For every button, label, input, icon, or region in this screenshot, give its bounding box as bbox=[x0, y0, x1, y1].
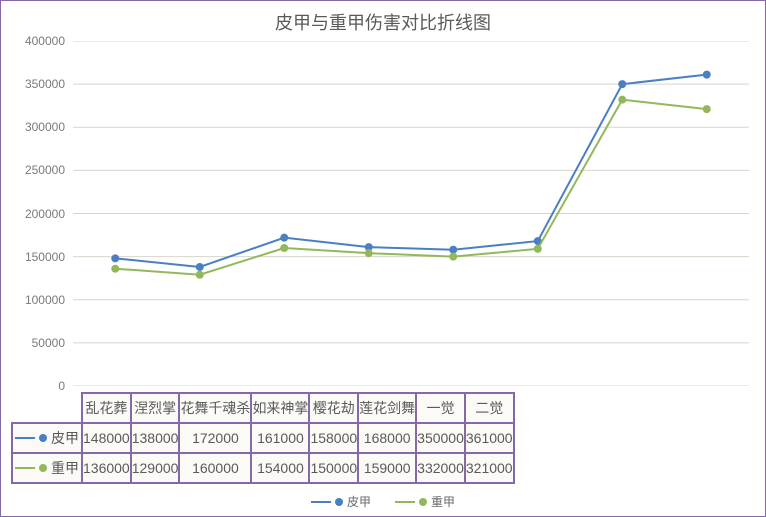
table-cell: 158000 bbox=[309, 423, 358, 453]
legend-line-icon bbox=[311, 501, 331, 503]
table-cell: 150000 bbox=[309, 453, 358, 483]
table-cell: 138000 bbox=[131, 423, 180, 453]
plot-svg bbox=[73, 41, 749, 386]
y-tick-label: 0 bbox=[1, 379, 65, 393]
table-cell: 168000 bbox=[358, 423, 416, 453]
table-cell: 361000 bbox=[465, 423, 514, 453]
table-cell: 148000 bbox=[82, 423, 131, 453]
table-corner bbox=[12, 393, 82, 423]
chart-title: 皮甲与重甲伤害对比折线图 bbox=[1, 1, 765, 35]
y-tick-label: 150000 bbox=[1, 250, 65, 264]
y-tick-label: 400000 bbox=[1, 34, 65, 48]
table-cell: 154000 bbox=[251, 453, 309, 483]
table-cell: 172000 bbox=[179, 423, 251, 453]
table-cell: 160000 bbox=[179, 453, 251, 483]
table-header: 涅烈掌 bbox=[131, 393, 180, 423]
legend-dot-icon bbox=[419, 498, 427, 506]
plot-area bbox=[73, 41, 749, 386]
data-table: 乱花葬涅烈掌花舞千魂杀如来神掌樱花劫莲花剑舞一觉二觉 皮甲14800013800… bbox=[11, 392, 515, 484]
table-header: 莲花剑舞 bbox=[358, 393, 416, 423]
table-header: 乱花葬 bbox=[82, 393, 131, 423]
table-cell: 321000 bbox=[465, 453, 514, 483]
table-header: 樱花劫 bbox=[309, 393, 358, 423]
table-row-head: 重甲 bbox=[12, 453, 82, 483]
table-row-series-0: 皮甲14800013800017200016100015800016800035… bbox=[12, 423, 514, 453]
legend-dot-icon bbox=[335, 498, 343, 506]
legend-label-1: 重甲 bbox=[431, 493, 455, 510]
y-tick-label: 200000 bbox=[1, 207, 65, 221]
table-cell: 129000 bbox=[131, 453, 180, 483]
table-header: 一觉 bbox=[416, 393, 465, 423]
legend: 皮甲 重甲 bbox=[1, 493, 765, 510]
y-tick-label: 50000 bbox=[1, 336, 65, 350]
table-header: 如来神掌 bbox=[251, 393, 309, 423]
legend-label-0: 皮甲 bbox=[347, 493, 371, 510]
y-tick-label: 350000 bbox=[1, 77, 65, 91]
y-tick-label: 250000 bbox=[1, 163, 65, 177]
table-cell: 136000 bbox=[82, 453, 131, 483]
table-cell: 159000 bbox=[358, 453, 416, 483]
legend-item-0: 皮甲 bbox=[311, 493, 371, 510]
legend-item-1: 重甲 bbox=[395, 493, 455, 510]
table-cell: 350000 bbox=[416, 423, 465, 453]
table-row-series-1: 重甲13600012900016000015400015000015900033… bbox=[12, 453, 514, 483]
table-row-categories: 乱花葬涅烈掌花舞千魂杀如来神掌樱花劫莲花剑舞一觉二觉 bbox=[12, 393, 514, 423]
table-header: 花舞千魂杀 bbox=[179, 393, 251, 423]
y-tick-label: 300000 bbox=[1, 120, 65, 134]
legend-line-icon bbox=[395, 501, 415, 503]
table-cell: 161000 bbox=[251, 423, 309, 453]
chart-container: 皮甲与重甲伤害对比折线图 0 50000 100000 150000 200000 250… bbox=[0, 0, 766, 517]
table-cell: 332000 bbox=[416, 453, 465, 483]
table-row-head: 皮甲 bbox=[12, 423, 82, 453]
y-tick-label: 100000 bbox=[1, 293, 65, 307]
table-header: 二觉 bbox=[465, 393, 514, 423]
